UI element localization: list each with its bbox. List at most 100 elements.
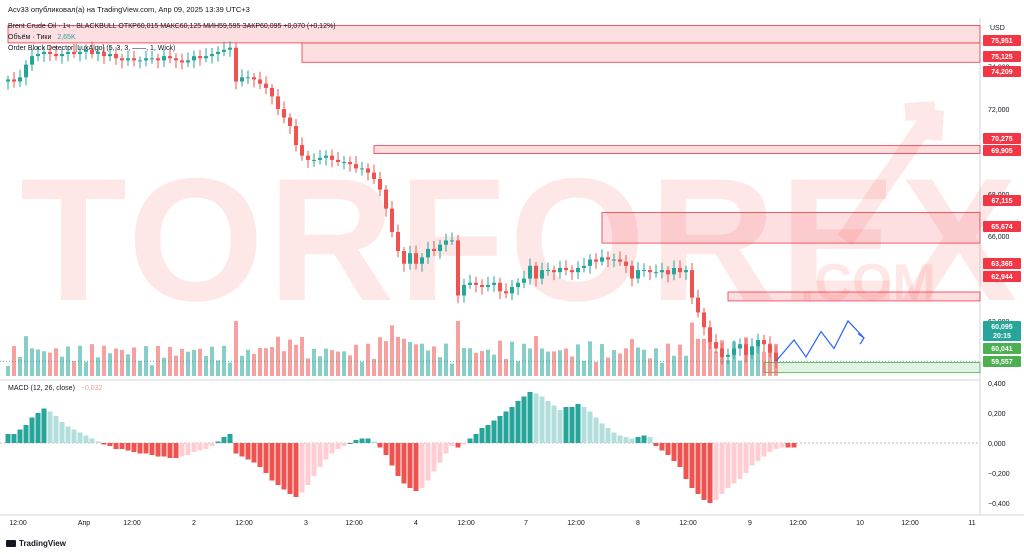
macd-bar — [503, 411, 509, 443]
price-label-text: 59,557 — [991, 359, 1013, 366]
macd-bar — [419, 443, 425, 488]
candle — [432, 248, 436, 252]
volume-bar — [756, 343, 760, 376]
macd-bar — [143, 443, 149, 454]
volume-bar — [492, 354, 496, 376]
price-label-text: 69,905 — [991, 148, 1013, 155]
bearish-order-block[interactable] — [601, 212, 981, 244]
candle — [126, 58, 130, 61]
currency-label[interactable]: USD — [990, 25, 1005, 32]
volume-label[interactable]: Объём · Тики 2,65K — [8, 34, 76, 41]
macd-bar — [677, 443, 683, 467]
forecast-path[interactable] — [775, 319, 865, 362]
macd-bar — [743, 443, 749, 473]
candle — [546, 270, 550, 272]
candle — [354, 164, 358, 169]
price-label-chip — [983, 145, 1021, 156]
macd-bar — [257, 443, 263, 467]
candle — [678, 267, 682, 273]
macd-bar — [689, 443, 695, 488]
bearish-order-block[interactable] — [373, 145, 981, 154]
time-tick-label: 12:00 — [235, 520, 253, 527]
macd-bar — [281, 443, 287, 490]
macd-bar — [725, 443, 731, 488]
macd-bar — [665, 443, 671, 455]
bullish-order-block[interactable] — [763, 362, 981, 374]
macd-bar — [311, 443, 317, 476]
watermark-text: TORFOREX — [20, 143, 1021, 338]
volume-bar — [198, 348, 202, 376]
candle — [270, 87, 274, 97]
price-label-chip — [983, 51, 1021, 62]
candle — [438, 244, 442, 252]
volume-bar — [510, 341, 514, 376]
macd-bar — [719, 443, 725, 494]
candle — [714, 342, 718, 349]
volume-bar — [672, 355, 676, 376]
tradingview-logo[interactable]: TradingView — [6, 539, 66, 548]
macd-label[interactable]: MACD (12, 26, close) −0,032 — [8, 385, 102, 392]
watermark-arrow-icon — [837, 101, 944, 246]
price-label-text: 65,674 — [991, 224, 1013, 231]
candle — [516, 282, 520, 288]
volume-bar — [642, 349, 646, 376]
macd-bar — [197, 443, 203, 451]
price-label-chip — [983, 258, 1021, 269]
macd-bar — [155, 443, 161, 457]
time-tick-label: 8 — [636, 520, 640, 527]
price-label-chip — [983, 356, 1021, 367]
macd-bar — [485, 425, 491, 443]
candle — [228, 47, 232, 50]
macd-bar — [53, 416, 59, 443]
macd-bar — [449, 443, 455, 446]
macd-bar — [581, 407, 587, 443]
macd-bar — [341, 443, 347, 446]
macd-bar — [605, 428, 611, 443]
tradingview-brand: TradingView — [19, 539, 66, 548]
volume-bar — [552, 351, 556, 376]
macd-bar — [59, 422, 65, 443]
candle — [348, 162, 352, 165]
volume-bar — [168, 346, 172, 376]
volume-bar — [354, 344, 358, 376]
candle — [744, 344, 748, 355]
time-tick-label: 12:00 — [345, 520, 363, 527]
bearish-order-block[interactable] — [727, 291, 981, 302]
symbol-info[interactable]: Brent Crude Oil · 1ч · BLACKBULL ОТКР60,… — [8, 23, 336, 30]
volume-bar — [102, 345, 106, 376]
volume-bar — [30, 348, 34, 376]
price-label-chip — [983, 195, 1021, 206]
candle — [156, 58, 160, 61]
volume-bar — [606, 357, 610, 376]
volume-bar — [582, 360, 586, 376]
candle — [756, 339, 760, 347]
candle — [276, 96, 280, 110]
macd-bar — [305, 443, 311, 485]
candle — [222, 49, 226, 52]
volume-bar — [342, 351, 346, 376]
candle — [6, 79, 10, 82]
volume-bar — [366, 343, 370, 376]
indicator-label[interactable]: Order Block Detector [LuxAlgo] (5, 3, 3,… — [8, 45, 176, 52]
macd-bar — [119, 443, 125, 449]
volume-bar — [654, 348, 658, 376]
bearish-order-block[interactable] — [301, 42, 981, 63]
price-label-chip — [983, 343, 1021, 354]
macd-bar — [347, 443, 353, 444]
candle — [540, 270, 544, 279]
macd-bar — [401, 443, 407, 484]
volume-bar — [678, 344, 682, 376]
candle — [384, 189, 388, 209]
candle — [492, 282, 496, 285]
macd-tick-label: 0,000 — [988, 441, 1006, 448]
volume-bar — [42, 351, 46, 376]
volume-bar — [762, 351, 766, 376]
price-label-chip — [983, 66, 1021, 77]
candle — [600, 257, 604, 262]
macd-bar — [107, 443, 113, 446]
volume-bar — [228, 362, 232, 376]
volume-bar — [180, 348, 184, 376]
macd-value: −0,032 — [80, 385, 103, 392]
